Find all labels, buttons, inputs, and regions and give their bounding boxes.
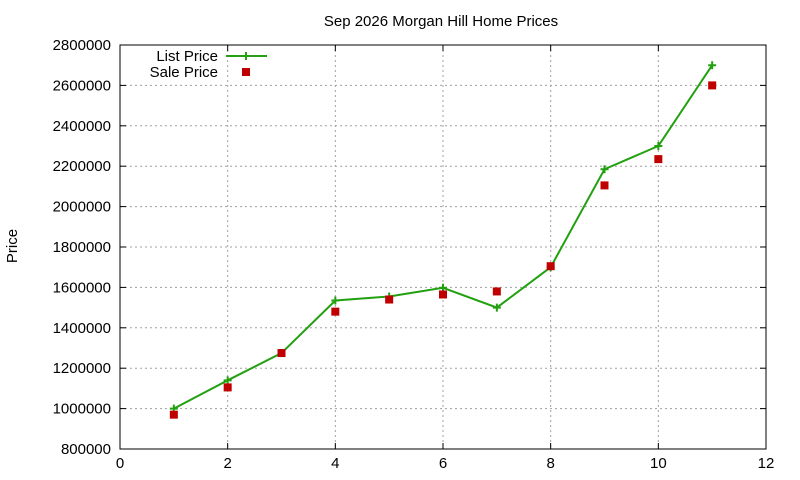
x-tick-label: 0 [116, 455, 124, 472]
y-tick-label: 2200000 [53, 158, 111, 175]
legend-label: List Price [156, 48, 218, 65]
legend-marker [242, 68, 250, 76]
data-point [492, 303, 501, 312]
x-tick-label: 8 [546, 455, 554, 472]
y-tick-label: 1000000 [53, 401, 111, 418]
data-point [492, 287, 501, 296]
y-tick-label: 2800000 [53, 37, 111, 54]
plot-frame [119, 44, 767, 450]
y-tick-label: 800000 [61, 441, 111, 458]
axis-ticks: 0 2 4 6 8 10 12 800000 1000000 1200000 1400000 1600… [53, 37, 775, 472]
data-point [708, 81, 717, 90]
data-point [385, 295, 394, 304]
x-tick-label: 12 [758, 455, 775, 472]
data-point [600, 181, 609, 190]
y-tick-label: 1200000 [53, 360, 111, 377]
data-point [439, 290, 447, 299]
data-point [708, 61, 717, 70]
data-point [331, 307, 340, 316]
x-tick-label: 4 [331, 455, 339, 472]
y-axis-label: Price [4, 229, 21, 263]
data-point [654, 155, 663, 164]
data-point [169, 410, 178, 419]
series-layer [169, 61, 717, 419]
y-tick-label: 1800000 [53, 239, 111, 256]
x-tick-label: 2 [223, 455, 231, 472]
y-tick-label: 2000000 [53, 199, 111, 216]
x-tick-label: 10 [650, 455, 667, 472]
legend-marker [242, 52, 250, 60]
x-tick-label: 6 [439, 455, 447, 472]
legend-label: Sale Price [150, 64, 218, 81]
grid-lines [120, 45, 766, 449]
y-tick-label: 1400000 [53, 320, 111, 337]
data-point [331, 296, 340, 305]
y-tick-label: 2400000 [53, 118, 111, 135]
chart-title: Sep 2026 Morgan Hill Home Prices [324, 13, 558, 30]
data-point [223, 383, 232, 392]
data-point [223, 376, 232, 385]
data-point [546, 262, 555, 271]
data-point [654, 142, 663, 150]
data-point [277, 349, 286, 358]
y-tick-label: 2600000 [53, 77, 111, 94]
y-tick-label: 1600000 [53, 279, 111, 296]
data-point [600, 165, 609, 174]
series-sale-price [169, 81, 717, 419]
